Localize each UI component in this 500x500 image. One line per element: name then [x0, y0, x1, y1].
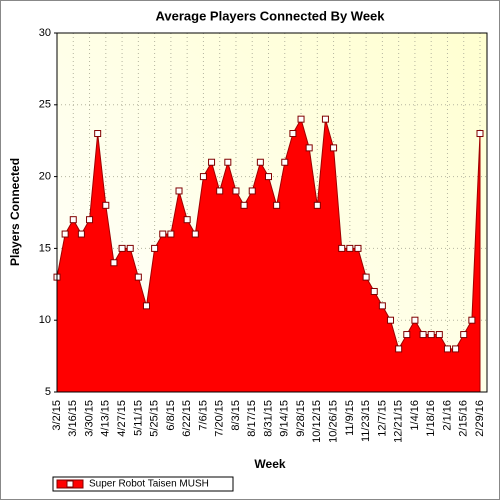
legend-label: Super Robot Taisen MUSH [89, 479, 209, 490]
y-tick-label: 10 [39, 314, 51, 326]
plot-border [56, 32, 488, 393]
marker [273, 201, 281, 209]
x-tick-label: 9/28/15 [295, 400, 307, 437]
marker [265, 173, 272, 181]
marker [191, 230, 199, 238]
y-tick-label: 5 [45, 386, 51, 398]
marker [476, 130, 484, 138]
x-tick-label: 3/30/15 [83, 400, 95, 437]
marker [224, 158, 232, 166]
marker [216, 187, 224, 195]
x-tick-label: 2/1/16 [441, 400, 453, 431]
y-tick-label: 20 [39, 171, 51, 183]
marker [338, 244, 346, 252]
marker [134, 273, 142, 281]
marker [281, 158, 289, 166]
marker [167, 230, 175, 238]
marker [403, 331, 411, 339]
chart-title: Average Players Connected By Week [155, 8, 385, 23]
marker [175, 187, 183, 195]
marker [94, 130, 102, 138]
marker [305, 144, 313, 152]
x-tick-label: 6/8/15 [165, 400, 177, 431]
marker [427, 331, 435, 339]
x-tick-label: 3/2/15 [51, 400, 63, 431]
x-tick-label: 8/3/15 [230, 400, 242, 431]
marker [387, 316, 395, 324]
marker [330, 144, 338, 152]
x-tick-label: 10/12/15 [311, 400, 323, 443]
marker [289, 130, 297, 138]
marker [378, 302, 386, 310]
marker [460, 331, 468, 339]
marker [395, 345, 403, 353]
marker [370, 287, 378, 295]
marker [346, 244, 354, 252]
marker [297, 115, 305, 123]
x-tick-label: 4/13/15 [100, 400, 112, 437]
marker [86, 216, 94, 224]
x-tick-label: 6/22/15 [181, 400, 193, 437]
marker [362, 273, 370, 281]
marker [443, 345, 451, 353]
marker [419, 331, 427, 339]
legend-marker [66, 480, 74, 488]
y-tick-label: 30 [39, 27, 51, 39]
marker [354, 244, 362, 252]
marker [159, 230, 167, 238]
x-tick-label: 10/26/15 [327, 400, 339, 443]
x-tick-label: 2/15/16 [458, 400, 470, 437]
x-tick-label: 9/14/15 [279, 400, 291, 437]
x-tick-label: 5/25/15 [149, 400, 161, 437]
x-tick-label: 5/11/15 [132, 400, 144, 436]
legend-box [52, 476, 234, 492]
marker [313, 201, 321, 209]
marker [69, 216, 77, 224]
x-tick-label: 7/6/15 [197, 400, 209, 431]
x-tick-label: 8/31/15 [262, 400, 274, 437]
marker [199, 173, 207, 181]
marker [232, 187, 240, 195]
x-tick-label: 12/7/15 [376, 400, 388, 437]
marker [321, 115, 329, 123]
x-tick-label: 3/16/15 [67, 400, 79, 437]
x-tick-label: 11/9/15 [344, 400, 356, 436]
marker [411, 316, 419, 324]
x-tick-label: 1/18/16 [425, 400, 437, 437]
marker [77, 230, 85, 238]
x-tick-label: 12/21/15 [393, 400, 405, 443]
marker [208, 158, 216, 166]
marker [240, 201, 248, 209]
x-tick-label: 1/4/16 [409, 400, 421, 431]
marker [248, 187, 256, 195]
marker [468, 316, 476, 324]
marker [452, 345, 460, 353]
x-axis-label: Week [254, 457, 285, 471]
marker [61, 230, 69, 238]
x-tick-label: 8/17/15 [246, 400, 258, 437]
marker [118, 244, 126, 252]
marker [102, 201, 110, 209]
x-tick-label: 7/20/15 [214, 400, 226, 437]
y-tick-label: 25 [39, 99, 51, 111]
x-tick-label: 11/23/15 [360, 400, 372, 442]
marker [110, 259, 118, 267]
marker [256, 158, 264, 166]
marker [142, 302, 150, 310]
marker [435, 331, 443, 339]
marker [151, 244, 159, 252]
y-tick-label: 15 [39, 242, 51, 254]
marker [126, 244, 134, 252]
x-tick-label: 2/29/16 [474, 400, 486, 437]
y-axis-label: Players Connected [8, 158, 22, 266]
marker [183, 216, 191, 224]
x-tick-label: 4/27/15 [116, 400, 128, 437]
